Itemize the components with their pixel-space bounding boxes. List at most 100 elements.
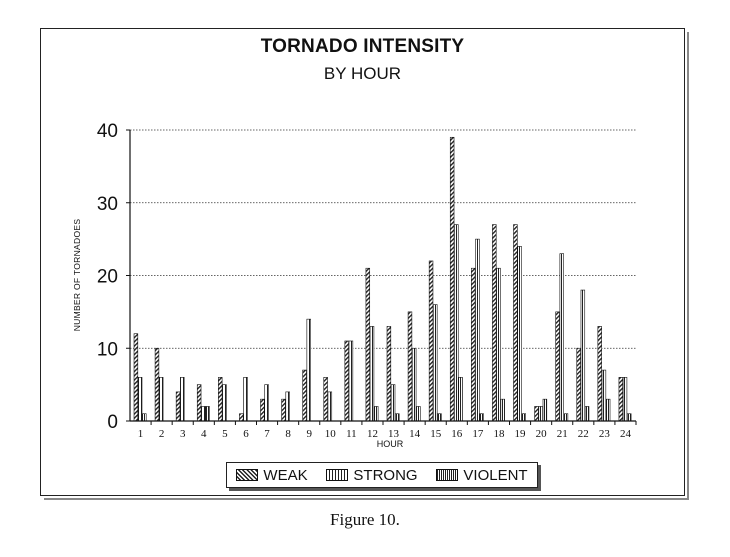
bar-weak xyxy=(576,347,581,422)
bar-strong xyxy=(601,369,607,422)
bar-violent xyxy=(479,413,484,422)
bar-weak xyxy=(133,333,139,422)
x-tick-label: 1 xyxy=(138,428,144,440)
bar-weak xyxy=(407,311,413,422)
bar-strong xyxy=(306,318,311,422)
bar-strong xyxy=(411,347,417,422)
bars-group xyxy=(133,136,632,422)
bar-weak xyxy=(239,413,244,422)
x-tick-label: 4 xyxy=(201,428,207,440)
bar-weak xyxy=(175,391,181,422)
bar-weak xyxy=(597,326,602,422)
chart-subtitle: BY HOUR xyxy=(323,64,402,83)
x-tick-label: 6 xyxy=(243,428,249,440)
bar-weak xyxy=(471,267,476,422)
bar-violent xyxy=(458,377,463,422)
bar-weak xyxy=(534,406,539,422)
bar-violent xyxy=(374,406,379,422)
bar-violent xyxy=(205,406,210,422)
bar-strong xyxy=(348,340,354,422)
x-tick-label: 22 xyxy=(578,428,589,440)
bar-weak xyxy=(428,260,434,422)
bar-violent xyxy=(416,406,421,422)
legend-item-weak: WEAK xyxy=(236,466,308,484)
legend-item-strong: STRONG xyxy=(326,466,418,484)
bar-weak xyxy=(365,267,371,422)
x-tick-label: 17 xyxy=(472,428,484,440)
bar-weak xyxy=(513,224,518,422)
y-tick-label: 30 xyxy=(97,194,118,215)
bar-strong xyxy=(496,267,501,422)
bar-strong xyxy=(538,406,543,422)
bar-weak xyxy=(492,224,497,422)
bar-weak xyxy=(323,377,328,422)
chart-frame xyxy=(40,28,685,496)
bar-strong xyxy=(243,377,248,422)
bar-weak xyxy=(344,340,349,422)
bar-violent xyxy=(584,406,590,422)
x-tick-label: 20 xyxy=(536,428,548,440)
bar-weak xyxy=(449,136,455,422)
x-tick-label: 23 xyxy=(599,428,611,440)
bar-strong xyxy=(559,253,564,422)
y-tick-label: 10 xyxy=(97,339,118,360)
bar-violent xyxy=(500,398,505,422)
x-tick-label: 3 xyxy=(180,428,186,440)
y-axis-label: NUMBER OF TORNADOES xyxy=(72,218,82,332)
x-tick-label: 7 xyxy=(264,428,270,440)
bar-violent xyxy=(627,413,632,422)
x-tick-label: 21 xyxy=(557,428,568,440)
chart-frame-shadow xyxy=(44,32,689,500)
bar-violent xyxy=(437,413,442,422)
bar-weak xyxy=(281,398,286,422)
bar-strong xyxy=(517,246,522,422)
y-tick-label: 0 xyxy=(107,412,118,433)
bar-weak xyxy=(154,347,160,422)
x-tick-label: 8 xyxy=(285,428,291,440)
bar-strong xyxy=(622,377,628,422)
bar-strong xyxy=(475,238,480,422)
grid-lines xyxy=(130,129,636,349)
bar-strong xyxy=(158,377,164,422)
chart-title: TORNADO INTENSITY xyxy=(260,36,465,57)
bar-weak xyxy=(386,326,392,422)
legend-swatch-strong xyxy=(326,469,349,481)
bar-strong xyxy=(137,377,143,422)
bar-violent xyxy=(542,398,548,422)
bar-weak xyxy=(555,311,560,422)
x-tick-label: 5 xyxy=(222,428,228,440)
bar-strong xyxy=(327,391,333,422)
bar-strong xyxy=(285,391,290,422)
bar-violent xyxy=(142,413,147,422)
bar-weak xyxy=(302,369,307,422)
bar-violent xyxy=(395,413,400,422)
x-tick-label: 24 xyxy=(620,428,632,440)
bar-weak xyxy=(260,398,265,422)
x-tick-label: 15 xyxy=(430,428,442,440)
legend-label-strong: STRONG xyxy=(353,466,418,484)
bar-weak xyxy=(618,377,624,422)
x-tick-label: 13 xyxy=(388,428,400,440)
y-tick-label: 20 xyxy=(97,267,118,288)
bar-strong xyxy=(222,384,227,422)
legend-item-violent: VIOLENT xyxy=(436,466,528,484)
bar-violent xyxy=(521,413,527,422)
x-tick-label: 9 xyxy=(306,428,312,440)
x-tick-label: 10 xyxy=(325,428,337,440)
bar-strong xyxy=(264,384,269,422)
x-tick-label: 12 xyxy=(367,428,378,440)
bar-strong xyxy=(390,384,396,422)
legend-label-weak: WEAK xyxy=(263,466,308,484)
y-tick-label: 40 xyxy=(97,121,118,142)
figure-caption: Figure 10. xyxy=(330,510,400,529)
legend-label-violent: VIOLENT xyxy=(463,466,528,484)
legend-swatch-weak xyxy=(236,469,259,481)
x-tick-label: 14 xyxy=(409,428,421,440)
legend-swatch-violent xyxy=(436,469,459,481)
bar-strong xyxy=(369,326,375,422)
bar-strong xyxy=(433,304,438,422)
bar-strong xyxy=(180,377,185,422)
bar-weak xyxy=(218,377,223,422)
